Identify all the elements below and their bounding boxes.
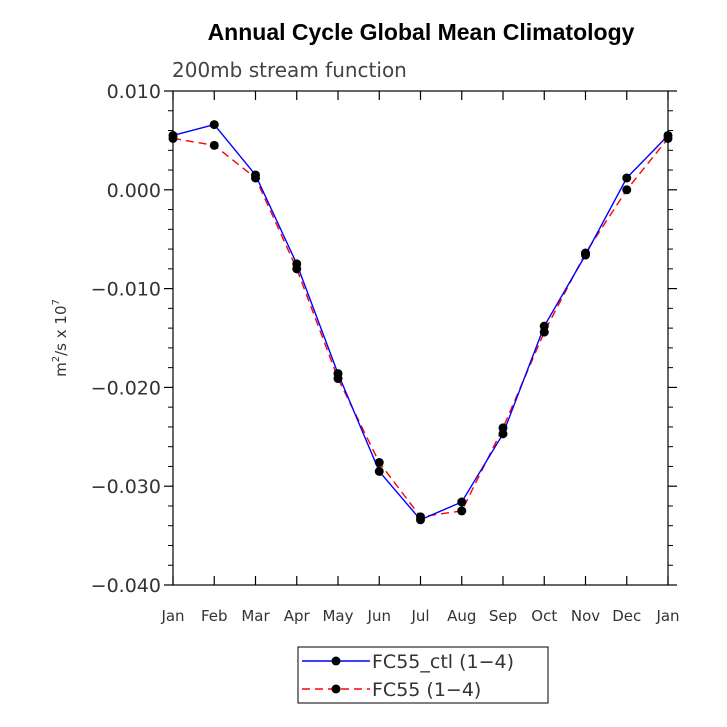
legend-label-fc55: FC55 (1−4) <box>372 679 481 701</box>
y-axis-label-base: m <box>52 362 70 377</box>
x-tick-label: May <box>322 607 353 625</box>
x-tick-labels: Jan Feb Mar Apr May Jun Jul Aug Sep Oct Nov Dec Jan <box>160 607 679 625</box>
legend: FC55_ctl (1−4) FC55 (1−4) <box>297 646 549 704</box>
data-point-1 <box>457 506 467 516</box>
legend-marker-fc55 <box>331 684 341 694</box>
series-line-0 <box>172 123 669 521</box>
y-tick-label: −0.030 <box>91 476 161 498</box>
data-point-1 <box>581 248 590 258</box>
data-point-1 <box>374 457 384 467</box>
x-tick-label: Sep <box>489 607 517 625</box>
y-axis-label-sup1: 2 <box>51 356 62 362</box>
data-point-0 <box>457 497 467 507</box>
series-line-1 <box>172 137 669 518</box>
chart-subtitle: 200mb stream function <box>172 58 407 82</box>
data-point-1 <box>622 185 632 195</box>
y-axis-label-sup2: 7 <box>51 299 62 305</box>
data-point-1 <box>539 327 549 337</box>
x-tick-label: Mar <box>241 607 270 625</box>
data-point-1 <box>498 423 508 433</box>
x-tick-label: Oct <box>531 607 557 625</box>
data-point-1 <box>416 512 425 522</box>
y-tick-label: 0.010 <box>107 81 161 103</box>
x-tick-label: Feb <box>201 607 228 625</box>
data-point-0 <box>374 466 384 476</box>
y-tick-label: 0.000 <box>107 180 161 202</box>
plot-frame <box>172 90 669 586</box>
y-axis-label: m2/s x 107 <box>51 299 70 377</box>
x-tick-label: Jan <box>160 607 184 625</box>
data-point-0 <box>209 120 219 130</box>
x-tick-label: Jun <box>367 607 391 625</box>
y-tick-label: −0.020 <box>91 377 161 399</box>
x-tick-label: Dec <box>612 607 641 625</box>
legend-marker-ctl <box>331 656 341 666</box>
x-tick-label: Apr <box>284 607 311 625</box>
data-point-1 <box>251 173 260 183</box>
series-layer <box>168 120 673 525</box>
chart-title: Annual Cycle Global Mean Climatology <box>208 19 635 45</box>
data-point-1 <box>209 140 219 150</box>
data-point-0 <box>622 173 632 183</box>
y-tick-labels: −0.040 −0.030 −0.020 −0.010 0.000 0.010 <box>91 81 161 597</box>
axis-ticks <box>164 90 677 586</box>
data-point-1 <box>292 264 302 274</box>
data-point-1 <box>333 374 343 384</box>
x-tick-label: Aug <box>447 607 476 625</box>
x-tick-label: Jan <box>655 607 679 625</box>
x-tick-label: Jul <box>410 607 429 625</box>
legend-box <box>297 646 549 704</box>
y-axis-label-mid: /s x 10 <box>52 306 70 356</box>
x-tick-label: Nov <box>571 607 600 625</box>
y-tick-label: −0.040 <box>91 575 161 597</box>
y-tick-label: −0.010 <box>91 279 161 301</box>
legend-label-ctl: FC55_ctl (1−4) <box>372 651 514 673</box>
